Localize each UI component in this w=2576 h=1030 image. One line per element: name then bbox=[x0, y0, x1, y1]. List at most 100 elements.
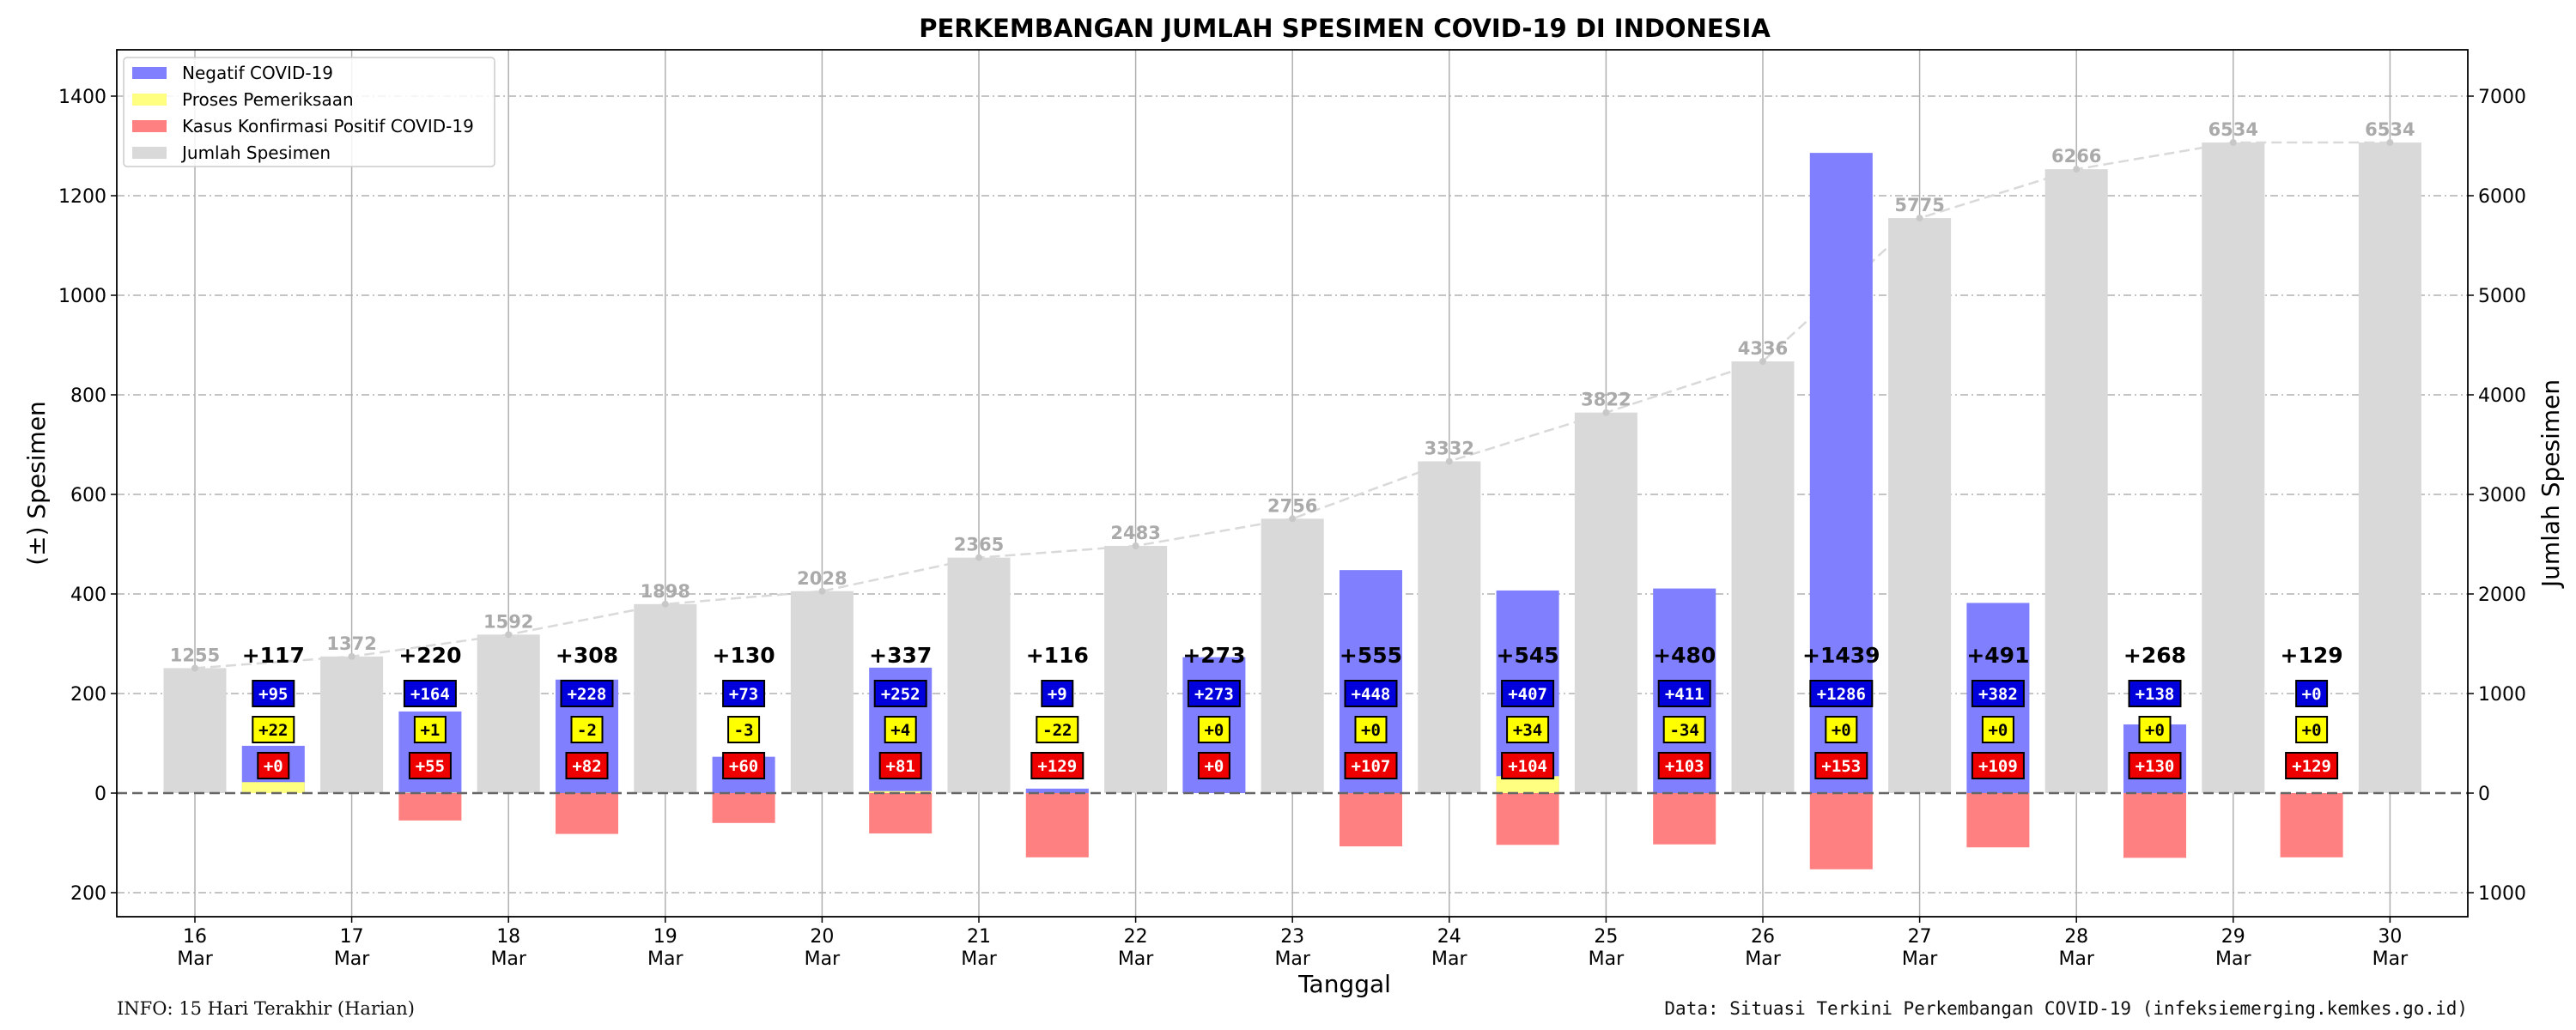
process-change-label-box bbox=[1981, 716, 2014, 743]
x-tick-label-day: 16 bbox=[183, 926, 207, 948]
x-tick-label-day: 25 bbox=[1594, 926, 1618, 948]
total-specimen-bar bbox=[2358, 142, 2421, 793]
legend-label-process: Proses Pemeriksaan bbox=[182, 89, 354, 110]
y-left-tick-label: 1200 bbox=[58, 186, 106, 208]
positive-change-label-box bbox=[1814, 752, 1868, 779]
x-tick-label-day: 17 bbox=[340, 926, 364, 948]
total-specimen-point bbox=[818, 587, 826, 595]
positive-change-label: +103 bbox=[1665, 757, 1704, 776]
positive-bar bbox=[1809, 793, 1873, 869]
daily-total-label: +480 bbox=[1653, 643, 1716, 668]
positive-change-label-box bbox=[1344, 752, 1398, 779]
negative-change-label-box bbox=[2295, 680, 2329, 707]
total-specimen-bar bbox=[947, 557, 1011, 793]
total-specimen-point bbox=[1289, 515, 1297, 523]
negative-change-label-box bbox=[722, 680, 766, 707]
x-tick-label-day: 24 bbox=[1437, 926, 1461, 948]
total-specimen-point bbox=[661, 600, 669, 608]
positive-change-label-box bbox=[722, 752, 766, 779]
y-left-tick-label: 600 bbox=[70, 485, 106, 506]
total-specimen-label: 2756 bbox=[1267, 495, 1317, 516]
total-specimen-bar bbox=[320, 656, 384, 793]
positive-change-label-box bbox=[878, 752, 922, 779]
positive-change-label: +104 bbox=[1508, 757, 1547, 776]
total-specimen-label: 5775 bbox=[1894, 195, 1944, 215]
y-right-tick-label: 5000 bbox=[2478, 286, 2526, 307]
footer-source: Data: Situasi Terkini Perkembangan COVID… bbox=[1664, 998, 2468, 1019]
total-specimen-trend-line: 1255 1372 1592 1898 2028 2365 2483 2756 3332 3822… bbox=[170, 119, 2415, 672]
y-right-tick-label: 4000 bbox=[2478, 385, 2526, 407]
positive-change-label-box bbox=[1501, 752, 1555, 779]
positive-change-label-box bbox=[1030, 752, 1084, 779]
x-tick-label-day: 28 bbox=[2064, 926, 2088, 948]
legend-swatch-process bbox=[132, 94, 167, 106]
positive-bar bbox=[1966, 793, 2030, 848]
positive-bar bbox=[712, 793, 775, 823]
positive-bar bbox=[555, 793, 619, 834]
x-tick-label-month: Mar bbox=[647, 948, 683, 970]
process-change-label-box bbox=[1506, 716, 1550, 743]
negative-change-label-box bbox=[1809, 680, 1874, 707]
process-change-label-box bbox=[252, 716, 295, 743]
x-tick-label-day: 20 bbox=[810, 926, 834, 948]
total-specimen-point bbox=[1132, 542, 1139, 549]
process-change-label: +0 bbox=[1361, 721, 1381, 740]
process-change-label-box bbox=[1662, 716, 1706, 743]
process-bar bbox=[1496, 776, 1559, 793]
process-change-label-box bbox=[1825, 716, 1858, 743]
positive-bar bbox=[1653, 793, 1716, 845]
total-specimen-bar bbox=[634, 603, 697, 793]
process-change-label: +0 bbox=[1988, 721, 2008, 740]
x-axis-label: Tanggal bbox=[1297, 970, 1391, 998]
total-specimen-point bbox=[1759, 358, 1766, 366]
x-tick-label-day: 29 bbox=[2221, 926, 2245, 948]
daily-total-label: +1439 bbox=[1802, 643, 1880, 668]
negative-change-label: +407 bbox=[1508, 685, 1547, 704]
process-change-label: +1 bbox=[420, 721, 440, 740]
total-specimen-bar bbox=[477, 634, 540, 793]
negative-change-label: +228 bbox=[568, 685, 607, 704]
process-change-label-box bbox=[1197, 716, 1230, 743]
total-specimen-label: 6534 bbox=[2365, 119, 2415, 140]
total-specimen-label: 3332 bbox=[1425, 438, 1474, 458]
total-specimen-label: 2483 bbox=[1110, 523, 1160, 543]
positive-bar bbox=[1496, 793, 1559, 845]
x-tick-label-month: Mar bbox=[490, 948, 526, 970]
total-specimen-bars bbox=[163, 142, 2421, 794]
negative-change-label-box bbox=[2128, 680, 2182, 707]
y-axis-right-label: Jumlah Spesimen bbox=[2537, 379, 2565, 589]
negative-change-label: +138 bbox=[2136, 685, 2175, 704]
process-change-label-box bbox=[1354, 716, 1388, 743]
legend-box bbox=[123, 57, 495, 167]
positive-change-label: +129 bbox=[1037, 757, 1077, 776]
legend-swatch-total bbox=[132, 147, 167, 159]
process-change-label: -3 bbox=[734, 721, 754, 740]
negative-change-label: +382 bbox=[1978, 685, 2018, 704]
positive-bar bbox=[398, 793, 462, 821]
total-specimen-bar bbox=[1104, 545, 1168, 793]
x-tick-label-month: Mar bbox=[961, 948, 997, 970]
negative-change-label: +273 bbox=[1194, 685, 1234, 704]
x-tick-label-day: 22 bbox=[1124, 926, 1148, 948]
positive-change-label-box bbox=[565, 752, 609, 779]
legend-label-positive: Kasus Konfirmasi Positif COVID-19 bbox=[182, 116, 474, 136]
positive-change-label: +60 bbox=[729, 757, 758, 776]
process-change-label: +0 bbox=[2145, 721, 2165, 740]
daily-total-label: +308 bbox=[556, 643, 618, 668]
negative-change-label-box bbox=[1657, 680, 1711, 707]
total-specimen-label: 1255 bbox=[170, 645, 220, 665]
total-specimen-point bbox=[2386, 139, 2394, 147]
positive-change-label-box bbox=[257, 752, 290, 779]
y-left-tick-label: 1000 bbox=[58, 286, 106, 307]
x-tick-label-day: 30 bbox=[2378, 926, 2402, 948]
process-change-label: -2 bbox=[577, 721, 597, 740]
x-tick-label-day: 19 bbox=[653, 926, 677, 948]
negative-change-label: +95 bbox=[258, 685, 288, 704]
axes: 1400120010008006004002000200700060005000… bbox=[58, 49, 2526, 970]
total-specimen-label: 1372 bbox=[326, 633, 376, 654]
y-right-tick-label: 1000 bbox=[2478, 684, 2526, 706]
positive-change-label: +153 bbox=[1821, 757, 1861, 776]
positive-bar bbox=[869, 793, 933, 833]
negative-change-label-box bbox=[560, 680, 614, 707]
daily-total-label: +491 bbox=[1966, 643, 2029, 668]
